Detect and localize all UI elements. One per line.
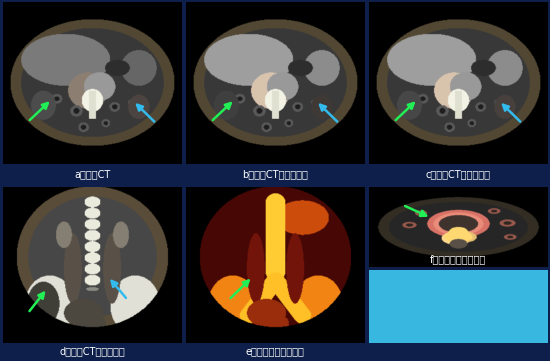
Text: e：ヨードマップ画像: e：ヨードマップ画像 [245, 346, 305, 356]
Text: a：単純CT: a：単純CT [74, 169, 110, 179]
Text: f：ヨードマップ画像: f：ヨードマップ画像 [430, 254, 486, 264]
Text: b：造影CT（早期相）: b：造影CT（早期相） [242, 169, 308, 179]
Text: d：造影CT（後期相）: d：造影CT（後期相） [59, 346, 125, 356]
Text: c：造影CT（後期相）: c：造影CT（後期相） [426, 169, 491, 179]
